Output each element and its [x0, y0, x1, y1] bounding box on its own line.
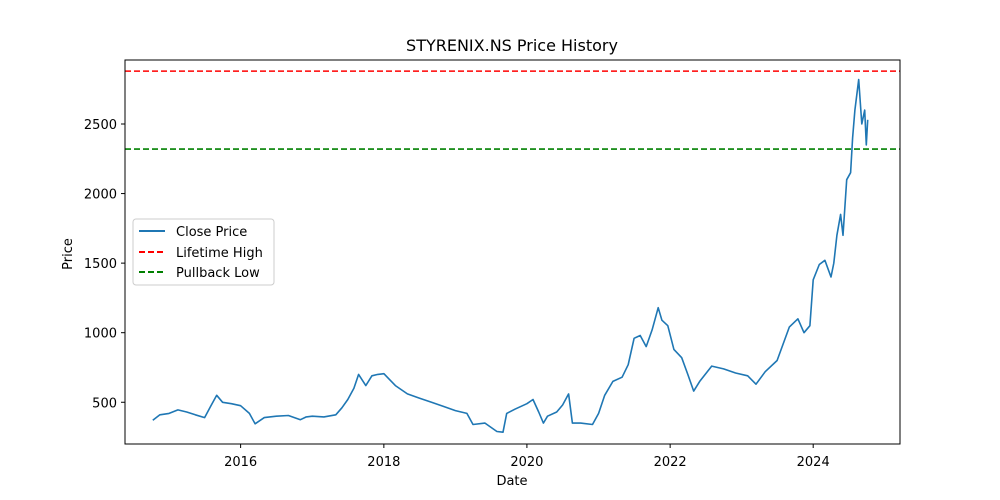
legend-close-price-label: Close Price — [176, 225, 247, 240]
y-tick-label-1000: 1000 — [84, 327, 117, 342]
axes-frame — [124, 59, 901, 445]
legend: Close Price Lifetime High Pullback Low — [132, 218, 275, 286]
legend-pullback-low-label: Pullback Low — [176, 266, 260, 281]
x-tick-label-2016: 2016 — [224, 455, 257, 470]
legend-lifetime-high-label: Lifetime High — [176, 246, 263, 261]
y-tick-label-2500: 2500 — [84, 118, 117, 133]
x-axis-title: Date — [496, 474, 527, 489]
plot-area — [125, 70, 900, 433]
y-tick-label-2000: 2000 — [84, 188, 117, 203]
y-tick-label-500: 500 — [92, 396, 117, 411]
x-tick-label-2022: 2022 — [654, 455, 687, 470]
y-tick-label-1500: 1500 — [84, 257, 117, 272]
chart-title: STYRENIX.NS Price History — [406, 36, 618, 55]
series-line-close-price — [152, 78, 869, 433]
x-tick-label-2018: 2018 — [367, 455, 400, 470]
legend-box — [132, 218, 275, 286]
y-axis-title: Price — [61, 238, 76, 270]
x-tick-label-2024: 2024 — [797, 455, 830, 470]
x-tick-label-2020: 2020 — [510, 455, 543, 470]
